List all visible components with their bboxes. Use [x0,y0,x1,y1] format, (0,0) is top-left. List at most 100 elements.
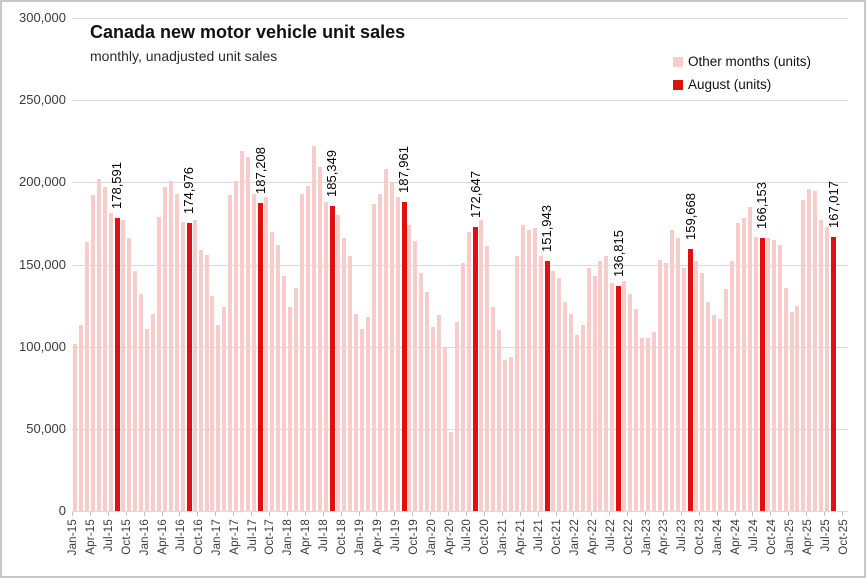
bar-Feb-25 [795,305,800,511]
x-axis-label-Apr-25: Apr-25 [801,519,814,555]
bar-Apr-17 [234,180,239,511]
x-axis-label-Jul-18: Jul-18 [318,519,331,552]
x-axis-label-Jan-17: Jan-17 [210,519,223,556]
x-axis-label-Oct-18: Oct-18 [336,519,349,555]
x-axis-label-Jul-22: Jul-22 [604,519,617,552]
bar-Jan-23 [646,338,651,511]
x-axis-tick [609,512,611,516]
data-label-Aug-23: 159,668 [682,192,698,240]
x-axis-tick [662,512,664,516]
bar-Jan-24 [717,318,722,511]
y-axis-label-0: 0 [58,503,66,518]
x-axis-tick [537,512,539,516]
x-axis-tick [107,512,109,516]
bar-Apr-15 [91,194,96,511]
x-axis-label-Apr-23: Apr-23 [658,519,671,555]
bar-May-24 [741,218,746,511]
bar-Jan-15 [73,344,78,511]
x-axis-label-Apr-16: Apr-16 [157,519,170,555]
bar-Jan-21 [502,359,507,511]
x-axis-label-Apr-22: Apr-22 [586,519,599,555]
x-axis-tick [215,512,217,516]
legend-item-august: August (units) [673,73,811,96]
x-axis-tick [806,512,808,516]
bar-Jul-25 [825,226,830,511]
x-axis-label-Oct-25: Oct-25 [837,519,850,555]
bar-May-22 [598,261,603,511]
bar-Feb-15 [79,325,84,511]
bar-Sep-22 [622,280,627,511]
data-label-Aug-25: 167,017 [825,180,841,228]
bar-Dec-20 [497,330,501,511]
x-axis-tick [788,512,790,516]
bar-Jun-23 [676,238,681,511]
chart-subtitle: monthly, unadjusted unit sales [90,48,278,64]
x-axis-tick [358,512,360,516]
bar-Feb-23 [652,331,657,511]
x-axis-label-Jan-16: Jan-16 [139,519,152,556]
bar-august-Aug-21 [544,261,550,511]
bar-Feb-21 [508,356,513,511]
bar-Jul-23 [682,267,687,511]
bar-May-16 [168,180,173,511]
bar-Oct-21 [556,277,561,511]
bar-Sep-18 [335,215,340,511]
x-axis-label-Oct-19: Oct-19 [407,519,420,555]
bar-august-Aug-23 [688,248,694,511]
x-axis-label-Oct-15: Oct-15 [121,519,134,555]
bar-Apr-25 [807,188,812,511]
x-axis-label-Apr-18: Apr-18 [300,519,313,555]
gridline-200000 [72,182,848,184]
data-label-Aug-17: 187,208 [252,147,268,195]
x-axis-tick [376,512,378,516]
y-axis-label-300000: 300,000 [19,10,66,25]
x-axis-tick [698,512,700,516]
gridline-250000 [72,100,848,102]
bar-Sep-21 [550,271,555,511]
x-axis-label-Apr-15: Apr-15 [85,519,98,555]
bar-Dec-21 [568,313,573,511]
x-axis-label-Jul-21: Jul-21 [533,519,546,552]
x-axis-label-Jan-18: Jan-18 [282,519,295,556]
bar-Jun-15 [103,187,108,511]
x-axis-tick [179,512,181,516]
bar-Mar-24 [729,261,734,511]
data-label-Aug-15: 178,591 [109,161,125,209]
chart-title: Canada new motor vehicle unit sales [90,22,406,42]
x-axis-label-Jul-25: Jul-25 [819,519,832,552]
x-axis-tick [304,512,306,516]
bar-Jan-22 [574,335,579,511]
x-axis-tick [197,512,199,516]
x-axis-tick [72,512,73,516]
bar-Apr-22 [592,276,597,511]
bar-Apr-20 [449,432,454,511]
bar-Nov-17 [276,244,281,511]
x-axis-label-Oct-16: Oct-16 [192,519,205,555]
bar-Jan-20 [431,326,436,511]
bar-august-Aug-22 [616,286,622,511]
bar-Jan-19 [359,328,364,511]
bar-Jun-21 [532,228,537,511]
bar-Sep-17 [264,197,269,511]
bar-Jul-16 [180,222,185,511]
bar-Nov-16 [204,254,209,511]
bar-May-25 [813,190,818,511]
bar-Mar-23 [658,259,663,511]
data-label-Aug-19: 187,961 [396,146,411,194]
x-axis-label-Oct-20: Oct-20 [479,519,492,555]
bar-Nov-20 [491,307,496,511]
bar-Dec-19 [425,292,430,511]
x-axis-tick [501,512,503,516]
bar-Oct-24 [771,239,776,511]
bar-May-21 [526,229,531,511]
bar-august-Aug-19 [401,202,407,511]
bar-Jul-19 [395,197,400,511]
x-axis-tick [286,512,288,516]
x-axis-label-Jul-23: Jul-23 [676,519,689,552]
y-axis-label-200000: 200,000 [19,174,66,190]
bar-Jun-16 [174,193,179,511]
x-axis-label-Apr-17: Apr-17 [228,519,241,555]
x-axis-label-Jul-15: Jul-15 [103,519,116,552]
x-axis-tick [448,512,450,516]
bar-Jan-18 [288,307,293,511]
